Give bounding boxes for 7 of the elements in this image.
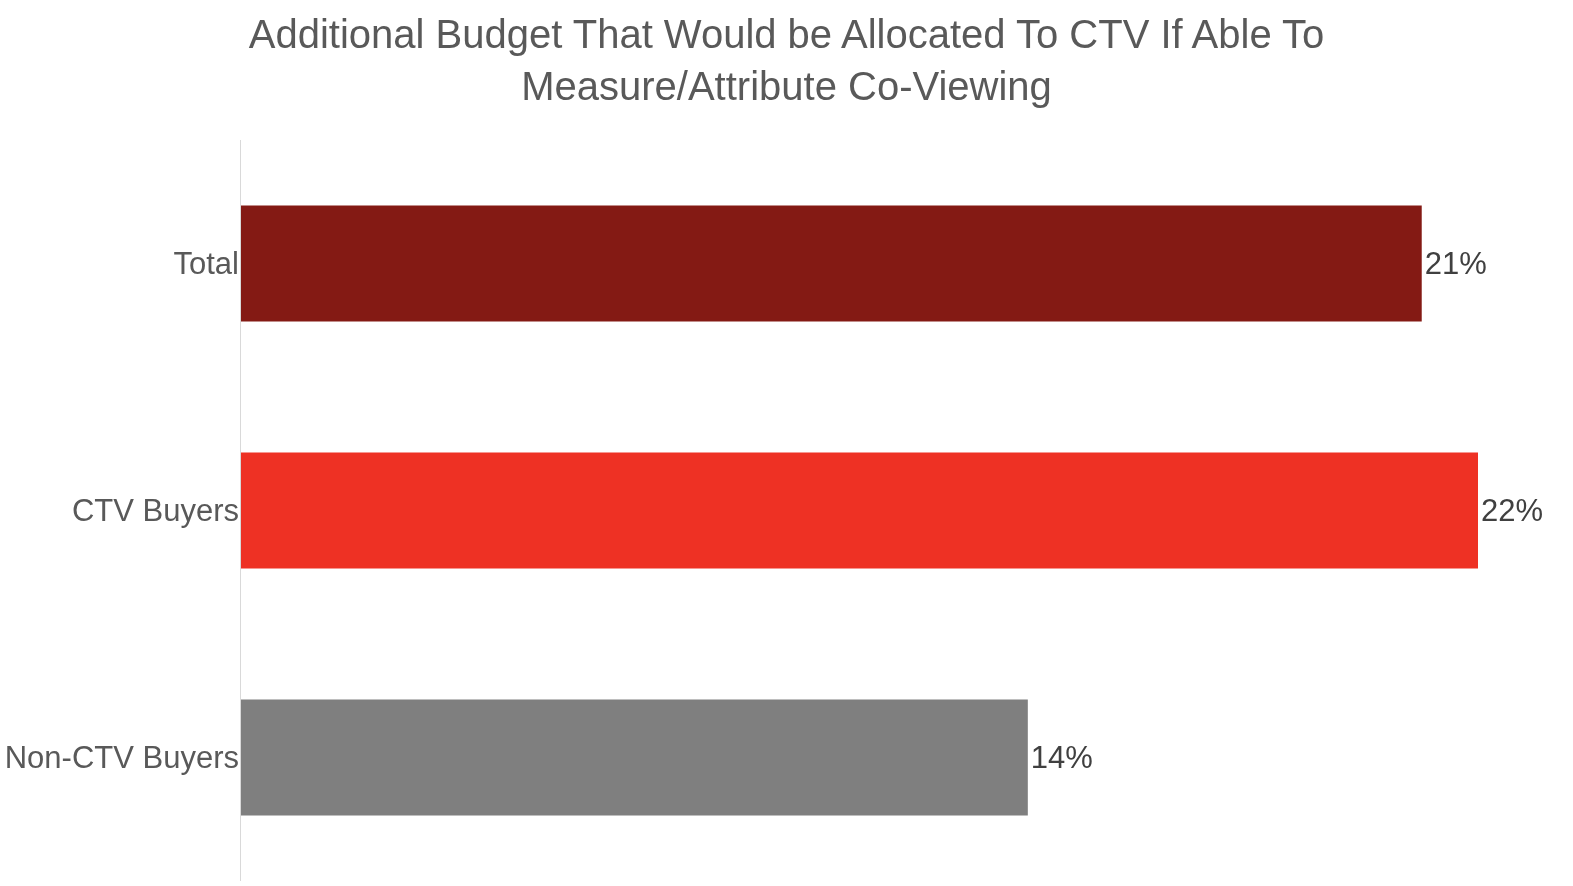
y-tick-label: Total — [173, 246, 239, 282]
y-tick-label: CTV Buyers — [71, 493, 239, 529]
data-label: 14% — [1030, 740, 1093, 776]
chart-title: Additional Budget That Would be Allocated To CTV If Able To Measure/Attribute Co-Viewing — [248, 12, 1325, 108]
data-label: 22% — [1481, 493, 1544, 528]
y-tick-label: Non-CTV Buyers — [4, 740, 239, 776]
data-label: 21% — [1424, 246, 1487, 282]
